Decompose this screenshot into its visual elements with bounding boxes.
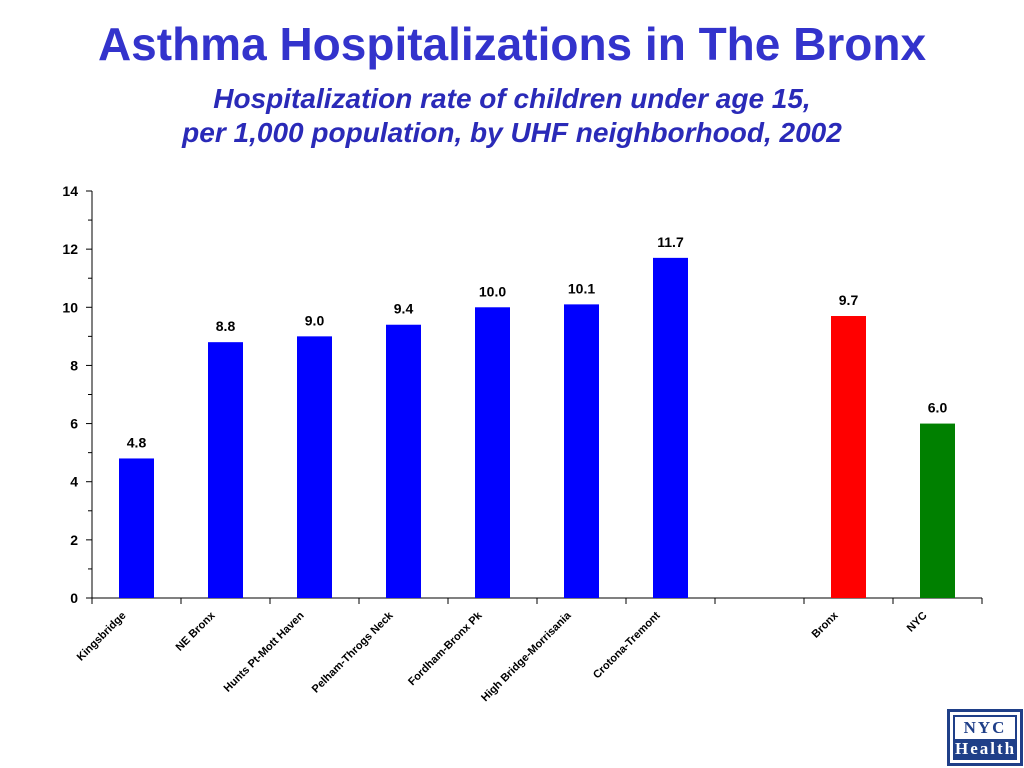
bar: [653, 257, 688, 598]
data-label: 8.8: [216, 318, 236, 334]
bar: [920, 423, 955, 598]
data-label: 10.0: [479, 283, 506, 299]
nyc-health-logo: NYC Health: [947, 709, 1023, 766]
x-tick-label: High Bridge-Morrisania: [479, 609, 574, 704]
x-tick-label: Hunts Pt-Mott Haven: [222, 609, 307, 694]
x-tick-label: Kingsbridge: [75, 610, 129, 664]
bar: [564, 304, 599, 598]
logo-nyc-text: NYC: [955, 718, 1015, 738]
x-tick-label: Fordham-Bronx Pk: [406, 609, 485, 688]
bar: [297, 336, 332, 598]
bar: [831, 316, 866, 598]
y-tick-label: 4: [70, 474, 78, 490]
y-tick-label: 6: [70, 416, 78, 432]
bar: [208, 342, 243, 598]
bar: [386, 324, 421, 598]
data-label: 4.8: [127, 434, 147, 450]
data-label: 10.1: [568, 280, 595, 296]
data-label: 9.0: [305, 312, 325, 328]
x-tick-label: Bronx: [810, 609, 842, 641]
logo-health-text: Health: [955, 739, 1017, 760]
data-label: 9.4: [394, 301, 414, 317]
y-tick-label: 8: [70, 357, 78, 373]
data-label: 11.7: [657, 234, 684, 250]
y-tick-label: 0: [70, 590, 78, 606]
data-label: 6.0: [928, 400, 948, 416]
bar: [119, 458, 154, 598]
x-tick-label: NYC: [905, 610, 930, 635]
y-tick-label: 12: [62, 241, 78, 257]
x-tick-label: NE Bronx: [174, 609, 219, 654]
y-tick-label: 10: [62, 299, 78, 315]
x-tick-label: Crotona-Tremont: [591, 609, 663, 681]
subtitle-line-2: per 1,000 population, by UHF neighborhoo…: [182, 117, 842, 148]
x-tick-label: Pelham-Throgs Neck: [310, 609, 396, 695]
y-tick-label: 2: [70, 532, 78, 548]
chart-subtitle: Hospitalization rate of children under a…: [0, 82, 1024, 150]
subtitle-line-1: Hospitalization rate of children under a…: [213, 83, 811, 114]
y-tick-label: 14: [62, 183, 78, 199]
chart-title: Asthma Hospitalizations in The Bronx: [97, 18, 927, 70]
bar: [475, 307, 510, 598]
data-label: 9.7: [839, 292, 859, 308]
